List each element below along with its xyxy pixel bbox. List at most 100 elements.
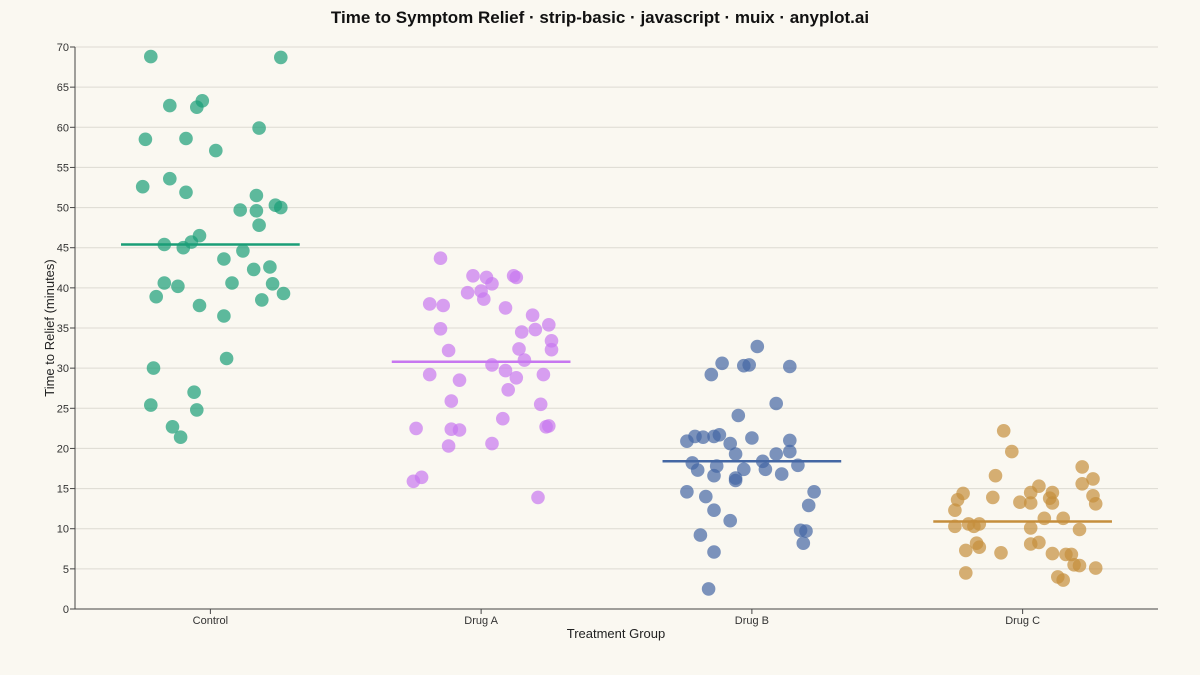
y-tick-label: 15 [57, 484, 69, 496]
data-point [996, 424, 1011, 438]
y-tick-label: 20 [57, 443, 69, 455]
data-point [994, 546, 1008, 560]
data-point [274, 200, 288, 215]
data-point [1013, 495, 1027, 510]
y-tick-label: 10 [57, 524, 69, 536]
data-point [699, 489, 713, 504]
y-tick-label: 55 [57, 162, 69, 174]
data-point [948, 519, 962, 534]
x-axis-label: Treatment Group [567, 626, 666, 641]
x-tick-label: Control [193, 615, 228, 627]
data-point [783, 444, 797, 459]
data-point [807, 485, 821, 499]
chart-title: Time to Symptom Relief · strip-basic · j… [331, 8, 869, 27]
data-point [149, 289, 163, 304]
data-point [409, 421, 423, 436]
y-tick-label: 45 [57, 243, 69, 255]
data-point [135, 179, 150, 194]
y-tick-label: 70 [57, 42, 69, 54]
data-point [723, 513, 737, 528]
data-point [422, 367, 437, 382]
data-point [680, 485, 694, 499]
data-point [769, 447, 783, 461]
data-point [274, 50, 288, 65]
data-point [441, 343, 456, 358]
y-tick-label: 50 [57, 203, 69, 215]
data-point [737, 462, 751, 477]
data-point [138, 132, 153, 147]
data-point [707, 545, 721, 559]
data-point [1072, 522, 1087, 537]
data-point [233, 203, 247, 217]
data-point [144, 398, 158, 412]
data-point [972, 517, 987, 531]
data-point [190, 403, 204, 417]
data-point [774, 467, 789, 481]
data-point [485, 436, 499, 451]
data-point [433, 322, 448, 336]
data-point [1056, 573, 1070, 587]
data-point [1075, 460, 1089, 474]
y-tick-label: 60 [57, 122, 69, 134]
y-axis: 0 5 10 15 20 25 30 35 40 45 50 55 60 65 70 [57, 42, 76, 616]
data-point [477, 292, 491, 306]
data-point [512, 342, 526, 356]
data-point [542, 318, 556, 332]
data-point [192, 298, 207, 313]
data-point [195, 94, 210, 108]
data-point [498, 301, 513, 315]
data-point [249, 188, 264, 203]
data-point [986, 490, 1000, 505]
data-point [246, 262, 261, 277]
data-point [485, 277, 499, 291]
data-point [441, 439, 456, 453]
data-point [496, 411, 510, 426]
data-point [1075, 477, 1089, 491]
data-point [758, 462, 773, 477]
data-point [252, 218, 266, 232]
data-point [712, 428, 727, 442]
data-point [1023, 496, 1038, 510]
x-axis: Control Drug A Drug B Drug C [75, 608, 1158, 627]
data-point [452, 423, 467, 437]
data-point [406, 474, 421, 489]
data-points [135, 49, 1103, 596]
data-point [254, 293, 269, 307]
data-point [988, 468, 1003, 483]
data-point [165, 420, 180, 434]
data-point [209, 143, 223, 158]
data-point [422, 297, 437, 311]
data-point [179, 131, 193, 146]
data-point [769, 396, 783, 411]
data-point [217, 309, 231, 323]
data-point [525, 308, 540, 323]
data-point [192, 228, 207, 243]
data-point [1088, 561, 1103, 575]
data-point [972, 540, 987, 554]
x-tick-label: Drug B [735, 615, 769, 627]
data-point [715, 356, 729, 371]
data-point [509, 270, 524, 285]
data-point [533, 397, 548, 412]
data-point [531, 490, 545, 505]
data-point [236, 244, 250, 258]
data-point [750, 339, 765, 354]
y-axis-label: Time to Relief (minutes) [42, 259, 57, 397]
data-point [950, 493, 965, 507]
data-point [517, 353, 532, 367]
data-point [728, 447, 743, 461]
data-point [217, 252, 231, 266]
data-point [501, 383, 515, 397]
data-point [948, 503, 962, 517]
data-point [179, 185, 193, 200]
data-point [1023, 521, 1038, 535]
data-point [745, 431, 759, 445]
y-tick-label: 5 [63, 564, 69, 576]
data-point [187, 385, 201, 400]
data-point [514, 325, 529, 339]
data-point [444, 394, 459, 408]
y-tick-label: 35 [57, 323, 69, 335]
data-point [690, 463, 705, 477]
data-point [783, 433, 797, 448]
data-point [1032, 535, 1046, 550]
